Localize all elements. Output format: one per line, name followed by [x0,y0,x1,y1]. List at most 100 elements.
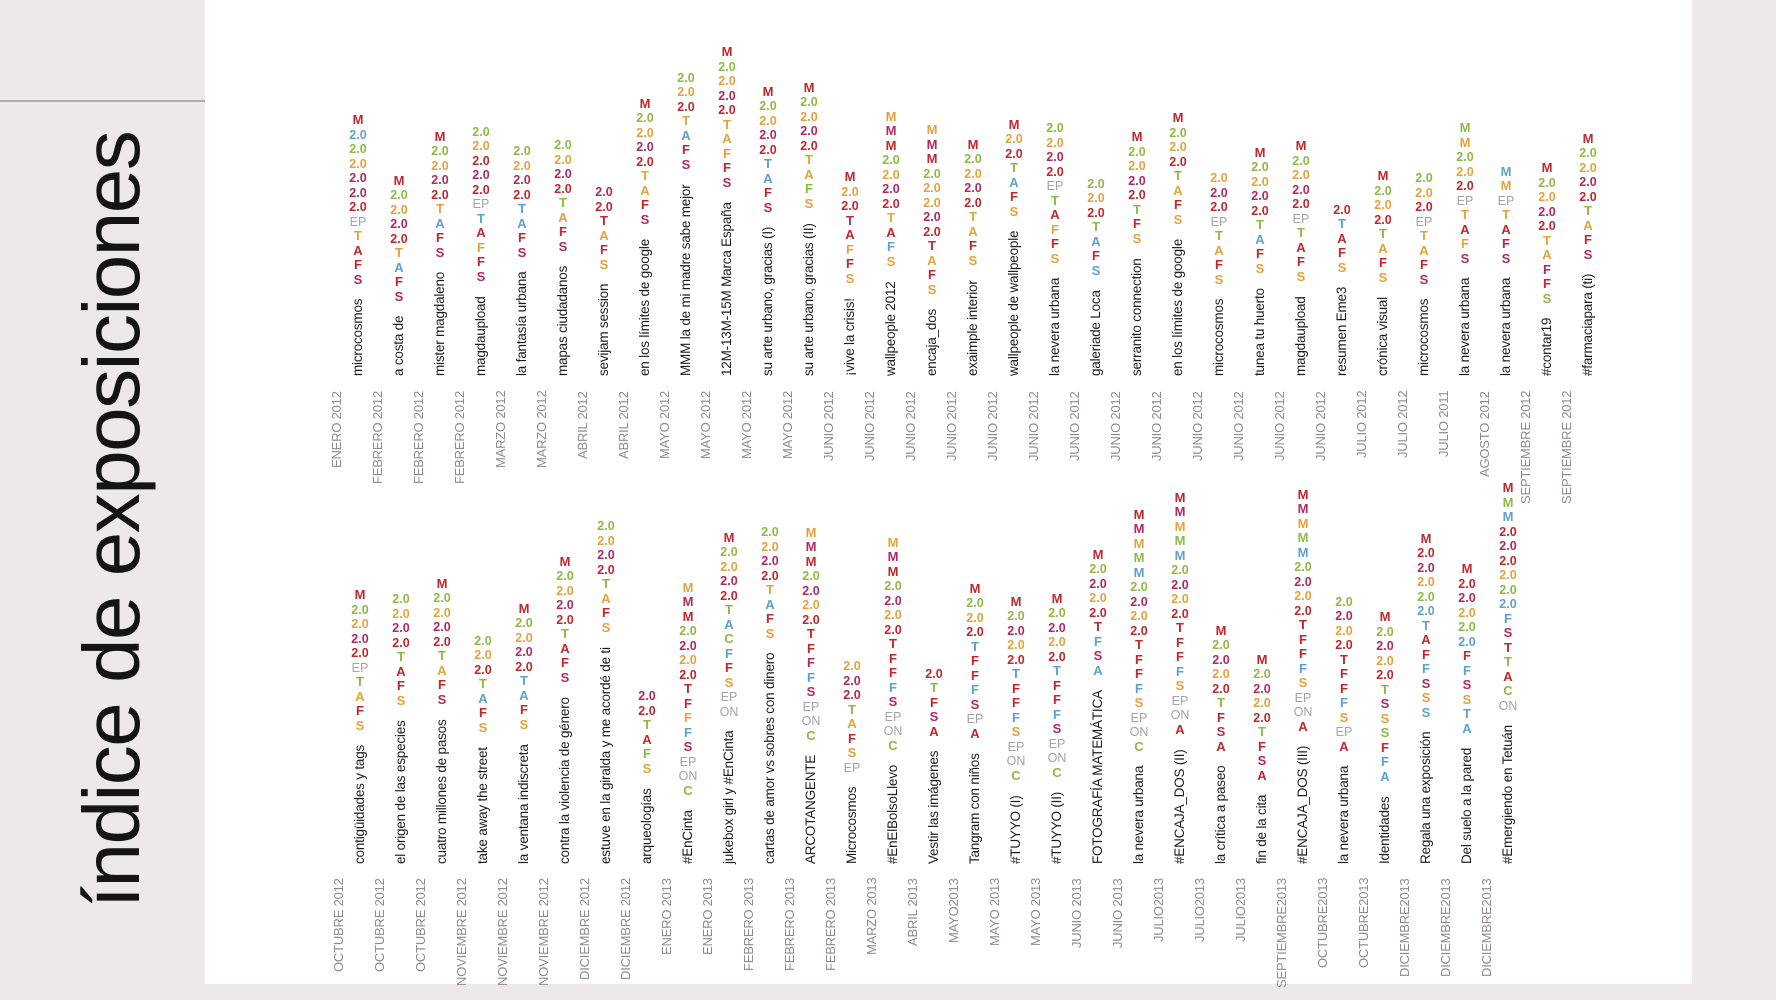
exhibition-name: Identidades [1377,796,1392,864]
stack-token: 2.0 [431,187,449,202]
stack-token: 2.0 [1579,160,1597,175]
exhibition-date: DICIEMBRE2013 [1479,878,1494,977]
stack-token: A [1214,242,1224,258]
stack-token: M [1092,546,1104,562]
stack-token: M [1172,110,1184,125]
stack-token: 2.0 [720,545,738,559]
stack-token: 2.0 [1456,179,1474,193]
stack-token: T [766,582,774,597]
stack-token: S [1460,250,1470,266]
stack-token: 2.0 [349,156,367,171]
stack-token: S [1421,675,1431,691]
stack-token: T [600,213,608,228]
exhibition-date: JUNIO 2013 [1069,878,1084,948]
stack-token: F [1420,257,1428,272]
stack-token: T [1176,620,1184,635]
exhibition-name: cartas de amor vs sobres con dinero [762,652,777,864]
stack-token: F [1299,646,1307,661]
stack-token: S [968,252,978,268]
stack-token: F [356,703,364,718]
stack-token: F [766,611,774,626]
stack-token: ON [1170,708,1190,722]
stack-token: T [928,238,936,253]
stack-token: F [723,160,731,175]
stack-token: 2.0 [1376,639,1394,653]
stack-token: T [1215,228,1223,243]
stack-token: F [1217,709,1225,725]
stack-token: F [725,660,733,675]
stack-token: M [436,575,448,591]
exhibition-name: la ventana indiscreta [516,744,531,864]
exhibition-date: MAYO 2012 [739,390,754,459]
stack-token: T [479,676,487,691]
stack-token: 2.0 [390,188,408,202]
stack-token: T [1584,203,1592,218]
stack-token: F [1340,666,1348,681]
stack-token: 2.0 [556,612,574,627]
exhibition-name: #contar19 [1539,317,1554,376]
stack-token: 2.0 [636,154,654,169]
stack-token: 2.0 [1212,681,1230,696]
exhibition-name: la nevera urbana [1457,277,1472,376]
stack-token: F [807,655,815,670]
stack-token: T [1504,639,1512,655]
stack-token: 2.0 [761,554,779,568]
stack-token: 2.0 [1456,164,1474,179]
tag-stack: M 2.0 2.0 2.0 2.0 T S S S F F A [1365,609,1405,784]
stack-token: S [1337,259,1347,275]
stack-token: A [1501,221,1511,237]
stack-token: 2.0 [761,525,779,539]
stack-token: EP [966,712,984,726]
stack-token: S [640,211,650,227]
tag-stack: M M M 2.0 2.0 2.0 2.0 T F F F S EP ON C [873,535,913,754]
stack-token: F [930,694,938,710]
stack-token: 2.0 [1417,560,1435,575]
stack-token: 2.0 [679,638,697,653]
stack-token: ON [801,714,821,728]
exhibition-date: ABRIL 2012 [616,391,631,459]
exhibition-name: la crítica a paseo [1213,765,1228,864]
exhibition-date: OCTUBRE2013 [1356,877,1371,968]
stack-token: 2.0 [1538,204,1556,219]
stack-token: A [396,663,406,679]
exhibition-name: #TUYYO (II) [1049,791,1064,864]
stack-token: A [1460,221,1470,237]
stack-token: A [927,252,937,268]
exhibition-name: wallpeople de wallpeople [1006,230,1021,376]
exhibition-name: #EnCinta [680,810,695,864]
stack-token: ON [678,769,698,783]
stack-token: S [1380,696,1390,711]
stack-token: M [639,95,651,111]
stack-token: 2.0 [1415,185,1433,200]
stack-token: S [1175,678,1185,693]
stack-token: M [1174,489,1186,505]
stack-token: 2.0 [1499,553,1517,568]
stack-token: EP [884,709,902,724]
stack-token: S [1462,691,1472,707]
stack-token: M [1133,564,1145,580]
stack-token: A [599,227,609,243]
stack-token: 2.0 [513,187,531,202]
exhibition-name: mapas ciudadanos [555,265,570,376]
stack-token: 2.0 [718,59,736,74]
stack-token: F [397,678,405,693]
stack-token: 2.0 [679,624,697,638]
stack-token: T [1012,666,1020,681]
stack-token: S [1091,262,1101,278]
stack-token: F [807,640,815,656]
tag-stack: 2.0 2.0 2.0 T A F S [666,71,706,173]
stack-token: M [1133,550,1145,565]
tag-stack: M 2.0 2.0 2.0 2.0 T F S [1117,129,1157,246]
stack-token: M [682,594,694,609]
stack-token: 2.0 [1210,200,1228,214]
stack-token: F [889,665,897,680]
stack-token: M [682,608,694,624]
stack-token: A [722,131,732,146]
tag-stack: M M M 2.0 2.0 2.0 2.0 2.0 T A F S [912,122,952,297]
stack-token: EP [843,760,861,775]
stack-token: 2.0 [1007,638,1025,652]
stack-token: F [1340,695,1348,710]
exhibition-name: a costa de [391,315,406,376]
stack-token: 2.0 [1374,212,1392,227]
stack-token: F [1092,248,1100,263]
